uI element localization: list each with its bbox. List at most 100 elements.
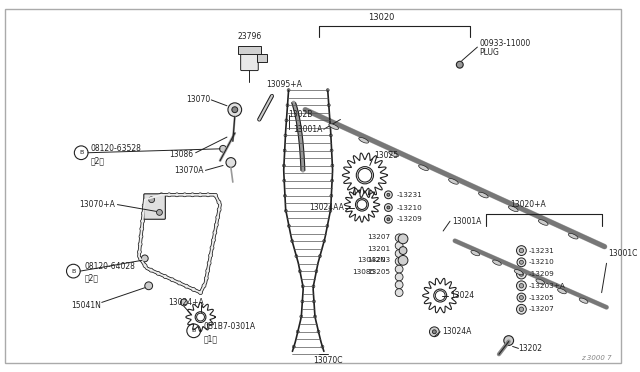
Circle shape [519, 248, 524, 253]
Circle shape [396, 281, 403, 289]
Circle shape [282, 164, 285, 167]
Circle shape [398, 234, 408, 244]
Circle shape [331, 179, 333, 182]
Circle shape [323, 240, 326, 243]
Text: -13231: -13231 [528, 247, 554, 254]
Circle shape [213, 231, 217, 234]
Text: B: B [191, 328, 196, 333]
Ellipse shape [479, 192, 488, 198]
Text: 23796: 23796 [237, 32, 262, 41]
Circle shape [387, 193, 390, 196]
Circle shape [399, 247, 407, 254]
Text: 08120-64028: 08120-64028 [84, 262, 135, 271]
Text: 13020: 13020 [369, 13, 395, 22]
Ellipse shape [359, 138, 369, 143]
Circle shape [287, 224, 291, 227]
Circle shape [232, 107, 237, 113]
Circle shape [207, 261, 211, 265]
Text: 13202: 13202 [518, 344, 543, 353]
Circle shape [328, 119, 332, 122]
Text: 13070+A: 13070+A [79, 200, 115, 209]
Text: 08120-63528: 08120-63528 [91, 144, 142, 153]
Circle shape [142, 204, 146, 208]
Circle shape [291, 240, 294, 243]
FancyBboxPatch shape [241, 47, 259, 71]
Ellipse shape [568, 233, 578, 239]
Circle shape [398, 256, 408, 265]
Circle shape [396, 257, 403, 265]
Circle shape [141, 219, 145, 223]
Text: 13024: 13024 [450, 291, 474, 300]
Circle shape [183, 193, 187, 197]
FancyBboxPatch shape [5, 9, 621, 363]
Circle shape [387, 206, 390, 209]
Circle shape [396, 273, 403, 281]
Circle shape [520, 295, 524, 299]
Circle shape [145, 282, 152, 290]
Circle shape [283, 179, 285, 182]
Circle shape [141, 211, 145, 215]
Circle shape [358, 169, 372, 182]
Circle shape [519, 283, 524, 288]
Circle shape [357, 200, 367, 209]
Ellipse shape [538, 219, 548, 225]
Circle shape [205, 269, 210, 273]
Circle shape [217, 208, 221, 212]
Circle shape [321, 345, 324, 348]
Text: （2）: （2） [91, 156, 105, 165]
Ellipse shape [508, 206, 518, 212]
Circle shape [204, 276, 208, 280]
FancyBboxPatch shape [237, 46, 261, 54]
Circle shape [170, 278, 174, 282]
Circle shape [159, 193, 163, 197]
Circle shape [435, 291, 445, 301]
Circle shape [152, 195, 156, 199]
Circle shape [148, 197, 155, 203]
Ellipse shape [329, 124, 339, 129]
Circle shape [143, 264, 147, 267]
Circle shape [516, 281, 526, 291]
Ellipse shape [419, 165, 428, 170]
Text: -13210: -13210 [528, 259, 554, 265]
Circle shape [284, 209, 287, 212]
Text: -13209: -13209 [396, 216, 422, 222]
Text: z 3000 7: z 3000 7 [580, 355, 611, 361]
Circle shape [149, 268, 153, 272]
Ellipse shape [388, 151, 399, 157]
Circle shape [191, 288, 195, 291]
Text: 13020+A: 13020+A [510, 201, 546, 209]
Circle shape [429, 327, 439, 337]
Text: 13070C: 13070C [313, 356, 342, 365]
Circle shape [214, 223, 218, 227]
Circle shape [67, 264, 80, 278]
Circle shape [504, 336, 513, 346]
Circle shape [315, 270, 318, 273]
Circle shape [517, 258, 526, 267]
Text: -13203+A: -13203+A [528, 283, 565, 289]
Circle shape [292, 345, 295, 348]
Circle shape [214, 193, 218, 197]
Circle shape [327, 104, 330, 107]
Text: 00933-11000: 00933-11000 [479, 39, 531, 48]
Circle shape [145, 197, 148, 201]
Circle shape [312, 300, 316, 303]
Circle shape [385, 215, 392, 223]
Circle shape [198, 193, 202, 197]
Circle shape [517, 293, 526, 302]
Circle shape [167, 193, 171, 197]
Circle shape [301, 300, 304, 303]
Circle shape [387, 218, 390, 221]
Circle shape [284, 194, 287, 197]
Circle shape [184, 284, 188, 288]
Circle shape [187, 324, 200, 338]
Circle shape [396, 234, 403, 242]
Circle shape [385, 203, 392, 211]
Text: -13205: -13205 [528, 295, 554, 301]
Circle shape [296, 330, 300, 333]
Circle shape [156, 272, 160, 275]
Text: 13205: 13205 [367, 269, 390, 275]
Circle shape [314, 315, 317, 318]
Text: （1）: （1） [204, 334, 218, 343]
Circle shape [138, 250, 141, 254]
Ellipse shape [536, 279, 545, 284]
